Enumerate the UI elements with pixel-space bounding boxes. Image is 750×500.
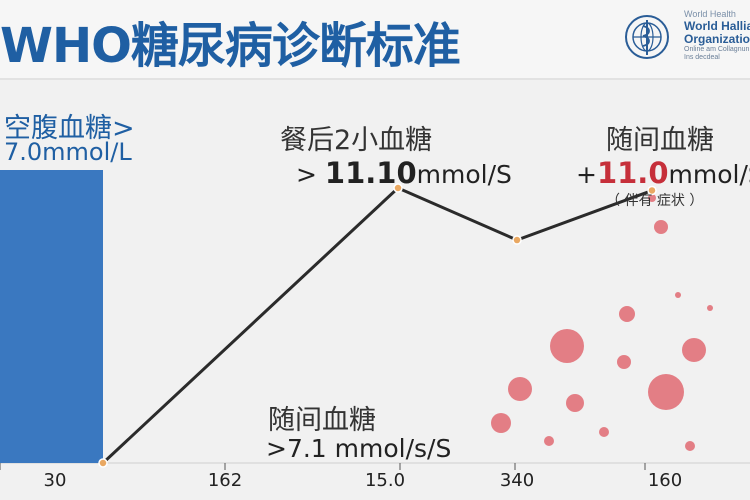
series-point	[393, 183, 403, 193]
series-point	[98, 458, 108, 468]
bubble-cluster	[491, 194, 713, 451]
x-tick-label: 340	[499, 470, 535, 491]
random-glucose-note: （ 伴有 症状 ）	[606, 193, 704, 209]
page-title: WHO糖尿病诊断标准	[0, 18, 461, 74]
bubble	[682, 338, 706, 362]
random-glucose-label: 随间血糖	[606, 125, 714, 156]
bubble	[648, 194, 656, 202]
bubble	[619, 306, 635, 322]
bubble	[707, 305, 713, 311]
x-axis-ticks	[0, 463, 646, 470]
bubble	[599, 427, 609, 437]
bubble	[566, 394, 584, 412]
baseline-glucose-label: 随间血糖	[268, 405, 376, 436]
bubble	[508, 377, 532, 401]
x-tick-label: 162	[207, 470, 243, 491]
bubble	[550, 329, 584, 363]
glucose-series-line	[101, 186, 653, 465]
series-point	[647, 185, 657, 196]
bubble	[654, 220, 668, 234]
postprandial-glucose-label: 餐后2小血糖	[280, 125, 433, 156]
who-logo-icon	[625, 15, 669, 59]
x-tick-label: 160	[647, 470, 683, 491]
who-organization-name: World Health World Halliah Organization …	[684, 9, 750, 61]
baseline-glucose-value: >7.1 mmol/s/S	[266, 434, 452, 463]
series-point	[512, 235, 522, 245]
x-tick-label: 15.0	[364, 470, 406, 491]
random-glucose-value: +11.0mmol/S	[576, 156, 750, 190]
bubble	[685, 441, 695, 451]
x-tick-label: 30	[43, 470, 67, 491]
bubble	[544, 436, 554, 446]
bubble	[675, 292, 681, 298]
glucose-series-points	[98, 183, 657, 468]
fasting-glucose-value: 7.0mmol/L	[4, 138, 132, 166]
bubble	[491, 413, 511, 433]
header: WHO糖尿病诊断标准 World Health World Halliah Or…	[0, 0, 750, 80]
bubble	[617, 355, 631, 369]
fasting-glucose-bar	[0, 170, 103, 463]
bubble	[648, 374, 684, 410]
fasting-glucose-label: 空腹血糖>	[4, 113, 135, 144]
postprandial-glucose-value: > 11.10mmol/S	[296, 156, 512, 190]
